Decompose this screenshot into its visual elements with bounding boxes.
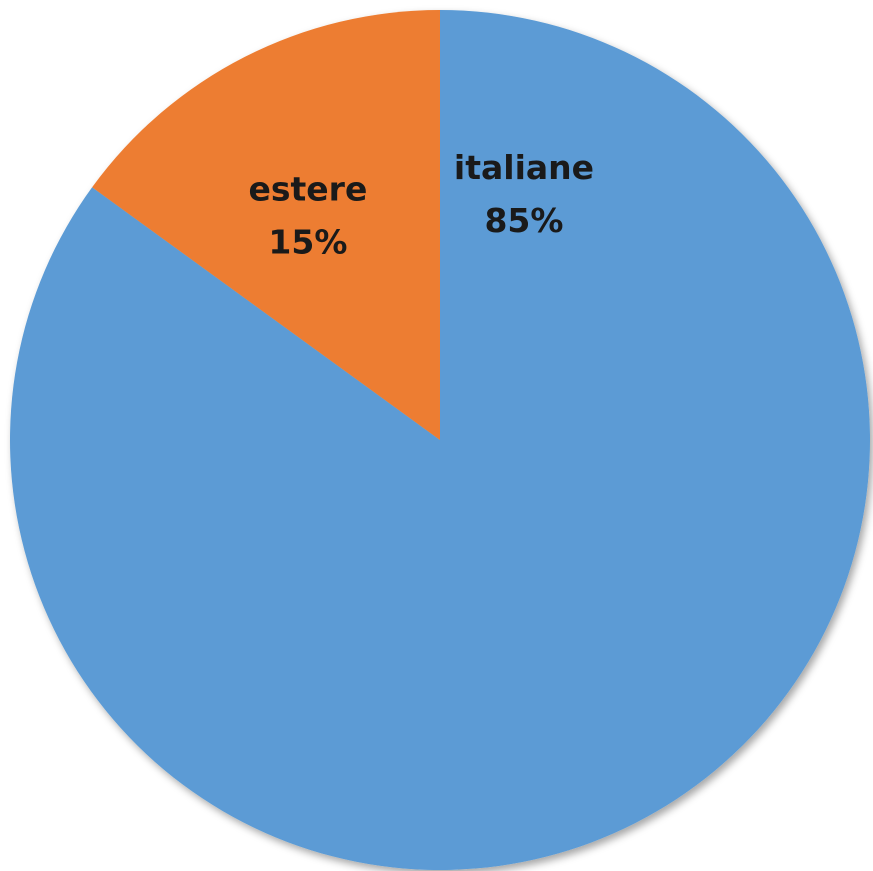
slice-percent-label: 15%	[268, 222, 347, 261]
pie-slices	[10, 10, 871, 870]
pie-slice-estere	[92, 10, 441, 440]
slice-label-estere: estere 15%	[248, 169, 367, 261]
slice-label-italiane: italiane 85%	[454, 148, 594, 240]
slice-percent-label: 85%	[484, 201, 563, 240]
pie-labels: italiane 85% estere 15%	[248, 148, 594, 261]
slice-category-label: italiane	[454, 148, 594, 187]
slice-category-label: estere	[248, 169, 367, 208]
